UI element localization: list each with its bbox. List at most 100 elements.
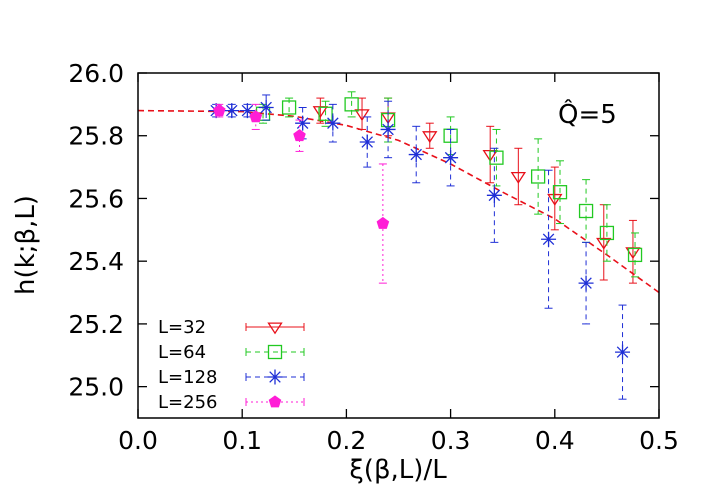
y-tick-label: 25.2 — [68, 310, 124, 339]
series-l128 — [208, 94, 631, 400]
data-point-shape — [486, 187, 502, 203]
data-point — [552, 185, 568, 200]
data-point-shape — [344, 97, 359, 112]
legend-marker-shape — [267, 344, 283, 360]
data-point — [224, 103, 240, 119]
data-point — [295, 115, 311, 131]
legend-marker — [268, 395, 282, 408]
data-point-shape — [380, 121, 396, 137]
ticks-layer: 0.0 0.1 0.2 0.3 0.4 0.5 25.0 25.2 25.4 25.6 25.8 26… — [68, 59, 679, 455]
data-point-shape — [547, 193, 563, 206]
data-point — [318, 106, 333, 121]
fit-curve-layer — [137, 109, 660, 294]
data-point — [359, 134, 375, 150]
data-point-shape — [376, 216, 390, 229]
data-point-shape — [408, 147, 424, 163]
plot-frame — [137, 72, 660, 419]
data-point-shape — [443, 150, 459, 166]
data-point — [380, 121, 396, 137]
data-point — [258, 100, 274, 115]
data-point — [486, 187, 502, 203]
fit-curve — [137, 109, 660, 294]
data-point — [530, 169, 546, 184]
x-tick-label: 0.1 — [222, 426, 262, 455]
data-point — [354, 109, 370, 122]
data-point-shape — [213, 103, 226, 116]
legend-label: L=32 — [158, 317, 206, 338]
data-point-shape — [489, 150, 504, 165]
data-point-shape — [541, 231, 557, 247]
data-point — [615, 344, 631, 360]
legend-marker-shape — [268, 395, 282, 408]
x-tick-label: 0.2 — [327, 426, 367, 455]
legend-label: L=256 — [158, 392, 217, 413]
data-point — [239, 103, 255, 119]
legend-item-l256: L=256 — [158, 392, 305, 413]
data-point — [408, 147, 424, 163]
y-tick-label: 25.0 — [68, 373, 124, 402]
legend-label: L=128 — [158, 367, 217, 388]
data-point — [344, 97, 359, 112]
data-point — [547, 193, 563, 206]
data-point-shape — [281, 100, 297, 115]
annotation-q5: Q̂=5 — [558, 98, 617, 130]
legend-item-l32: L=32 — [158, 317, 305, 338]
series-layer — [208, 91, 643, 400]
data-point-shape — [224, 103, 240, 119]
x-tick-label: 0.0 — [118, 426, 158, 455]
data-point — [541, 231, 557, 247]
data-point-shape — [578, 203, 594, 219]
y-axis-label: h(k;β,L) — [11, 195, 41, 295]
data-point-shape — [293, 129, 306, 142]
data-point-shape — [258, 100, 274, 115]
data-point — [627, 247, 643, 263]
legend-marker — [267, 322, 283, 335]
x-tick-label: 0.3 — [431, 426, 471, 455]
data-point-shape — [325, 115, 341, 131]
data-point — [599, 225, 615, 241]
data-point — [293, 129, 306, 142]
data-point-shape — [615, 344, 631, 360]
data-point — [443, 150, 459, 166]
legend-marker-shape — [267, 322, 283, 335]
data-point-shape — [359, 134, 375, 150]
data-point — [281, 100, 297, 115]
legend-label: L=64 — [158, 342, 206, 363]
data-point — [510, 171, 527, 184]
legend-item-l64: L=64 — [158, 342, 305, 363]
data-point-shape — [627, 247, 643, 263]
x-axis-label: ξ(β,L)/L — [349, 455, 447, 485]
data-point-shape — [295, 115, 311, 131]
data-point-shape — [530, 169, 546, 184]
series-l256 — [213, 103, 390, 284]
y-tick-label: 25.4 — [68, 247, 124, 276]
data-point-shape — [318, 106, 333, 121]
x-tick-label: 0.4 — [535, 426, 575, 455]
data-point — [213, 103, 226, 116]
data-point-shape — [510, 171, 527, 184]
data-point — [376, 216, 390, 229]
data-point-shape — [578, 275, 594, 291]
data-point-shape — [422, 131, 438, 144]
data-point — [422, 131, 438, 144]
legend-item-l128: L=128 — [158, 367, 305, 388]
legend-marker — [267, 344, 283, 360]
data-point — [578, 275, 594, 291]
legend-marker — [267, 369, 283, 385]
y-tick-label: 25.6 — [68, 184, 124, 213]
data-point — [249, 110, 263, 123]
data-point-shape — [249, 110, 263, 123]
data-point-shape — [239, 103, 255, 119]
y-tick-label: 26.0 — [68, 59, 124, 88]
y-tick-label: 25.8 — [68, 122, 124, 151]
data-point — [489, 150, 504, 165]
legend: L=32 L=64 L=128 L=256 — [158, 317, 305, 413]
data-point — [578, 203, 594, 219]
data-point — [325, 115, 341, 131]
x-tick-label: 0.5 — [639, 426, 679, 455]
data-point-shape — [354, 109, 370, 122]
data-point-shape — [599, 225, 615, 241]
data-point-shape — [552, 185, 568, 200]
legend-marker-shape — [267, 369, 283, 385]
